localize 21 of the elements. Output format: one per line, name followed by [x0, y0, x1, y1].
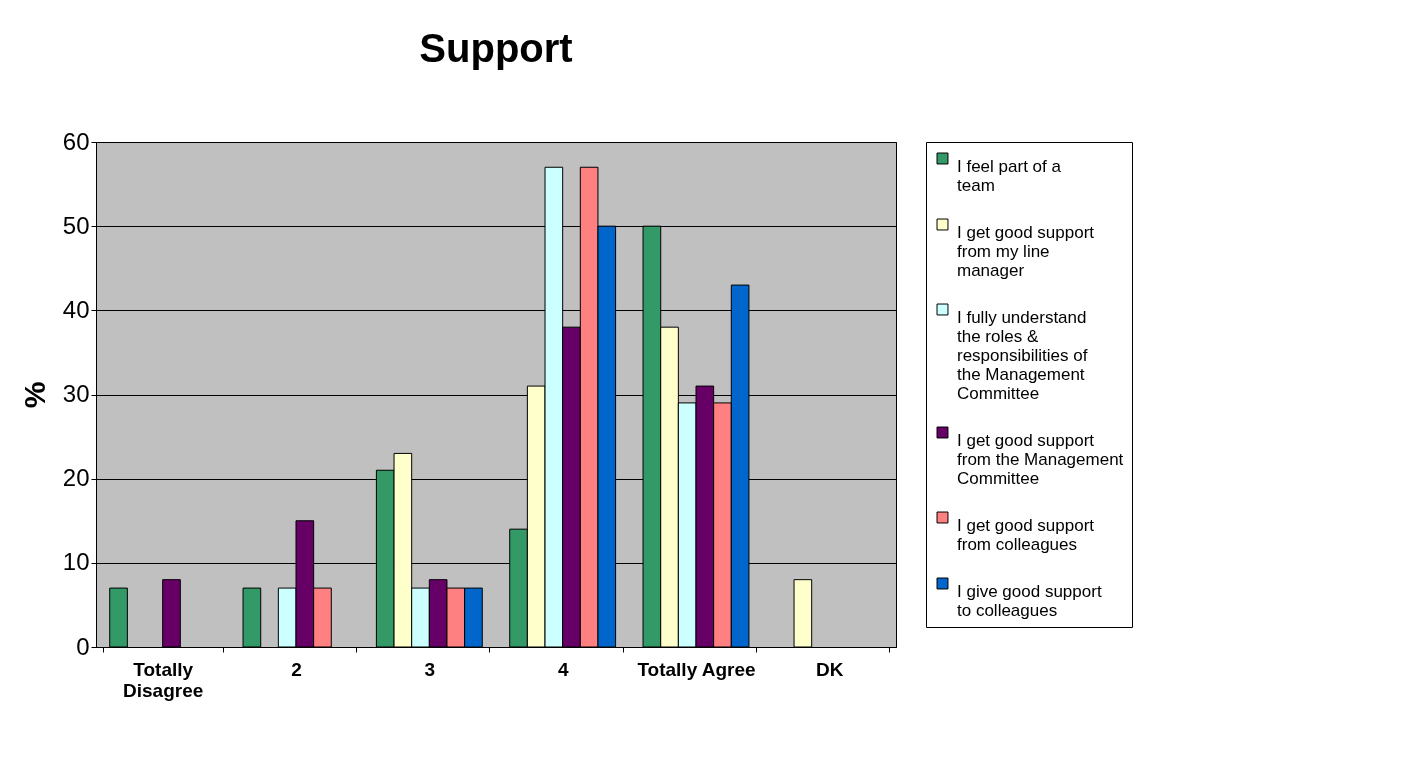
y-tick-label: 10 — [62, 548, 90, 576]
legend-label: I feel part of a team — [957, 156, 1062, 195]
y-tick-label: 20 — [62, 464, 90, 492]
x-tick-label: Totally Disagree — [123, 658, 204, 701]
x-tick-label: Totally Agree — [637, 658, 756, 680]
x-tick-label: DK — [816, 658, 844, 680]
y-tick-label: 60 — [62, 127, 90, 155]
y-tick-label: 0 — [76, 632, 90, 660]
legend-label: I get good support from my line manager — [957, 222, 1095, 280]
y-tick-label: 50 — [62, 211, 90, 239]
legend-label: I give good support to colleagues — [957, 581, 1102, 620]
y-tick-label: 30 — [62, 380, 90, 407]
x-tick-label: 4 — [557, 658, 569, 680]
y-tick-label: 40 — [62, 295, 90, 323]
x-tick-label: 3 — [424, 658, 436, 680]
x-tick-label: 2 — [291, 658, 302, 680]
legend-label: I get good support from colleagues — [957, 515, 1095, 554]
chart-title: Support — [419, 26, 573, 70]
legend-label: I fully understand the roles & responsibilities of the Management Committee — [957, 307, 1088, 403]
legend-label: I get good support from the Management Committee — [957, 430, 1124, 488]
y-axis-title: % — [17, 381, 51, 409]
